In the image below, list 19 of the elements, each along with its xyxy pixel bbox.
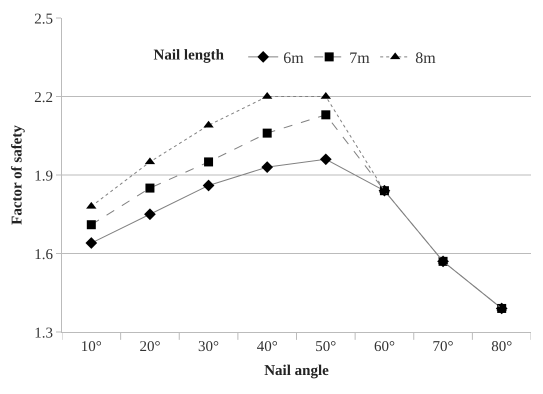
x-tick-label: 10°: [80, 339, 102, 355]
x-tick-label: 80°: [491, 339, 512, 355]
legend-label: 7m: [349, 50, 370, 68]
y-tick-label: 1.6: [34, 246, 54, 263]
x-tick-label: 20°: [139, 339, 160, 355]
y-tick-label: 1.3: [34, 325, 53, 342]
y-tick-label: 2.5: [34, 11, 53, 28]
y-tick-label: 1.9: [34, 168, 53, 184]
legend-label: 6m: [283, 50, 304, 68]
x-tick-label: 50°: [315, 339, 336, 355]
x-tick-label: 40°: [256, 339, 278, 355]
legend-label: 8m: [415, 50, 436, 68]
x-tick-label: 30°: [198, 339, 220, 355]
x-tick-label: 70°: [432, 339, 454, 355]
y-tick-label: 2.2: [34, 90, 53, 106]
legend-title: Nail length: [154, 47, 225, 64]
x-tick-label: 60°: [374, 339, 395, 355]
x-axis-title: Nail angle: [264, 363, 330, 379]
y-axis-title: Factor of safety: [10, 124, 26, 225]
